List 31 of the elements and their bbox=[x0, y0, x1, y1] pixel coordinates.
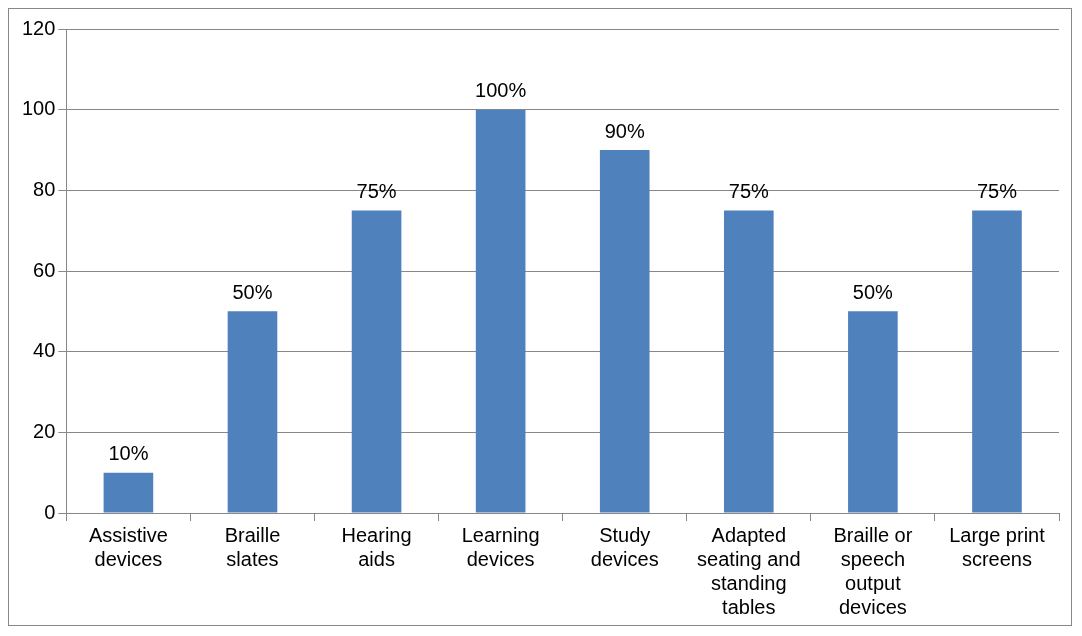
bar bbox=[972, 210, 1022, 513]
bar bbox=[475, 109, 526, 513]
data-label: 75% bbox=[728, 180, 770, 203]
x-tick-label: Hearing aids bbox=[341, 523, 412, 570]
y-tick-label: 40 bbox=[33, 339, 56, 362]
data-label: 50% bbox=[852, 280, 894, 303]
y-tick-label: 120 bbox=[21, 16, 56, 39]
y-tick-label: 0 bbox=[44, 500, 56, 523]
x-tick-label: Adapted seating and standing tables bbox=[697, 523, 801, 618]
bar bbox=[599, 150, 650, 513]
x-tick-label: Braille or speech output devices bbox=[833, 523, 913, 618]
data-label: 75% bbox=[976, 180, 1018, 203]
bar bbox=[723, 210, 774, 513]
bar bbox=[227, 311, 278, 513]
x-tick-label: Learning devices bbox=[461, 523, 540, 570]
bar bbox=[351, 210, 402, 513]
x-tick-label: Braille slates bbox=[224, 523, 281, 570]
data-label: 50% bbox=[232, 280, 273, 303]
data-label: 90% bbox=[604, 119, 645, 142]
data-label: 10% bbox=[108, 442, 149, 465]
y-tick-label: 20 bbox=[33, 419, 56, 442]
y-tick-label: 60 bbox=[33, 258, 56, 281]
x-tick-label: Large print screens bbox=[949, 523, 1046, 570]
y-tick-label: 80 bbox=[33, 177, 56, 200]
x-tick-label: Assistive devices bbox=[88, 523, 168, 570]
data-label: 100% bbox=[475, 79, 527, 102]
x-tick-label: Study devices bbox=[590, 523, 659, 570]
bar bbox=[103, 472, 154, 513]
data-label: 75% bbox=[356, 180, 397, 203]
bar bbox=[848, 311, 898, 513]
y-tick-label: 100 bbox=[21, 97, 56, 120]
